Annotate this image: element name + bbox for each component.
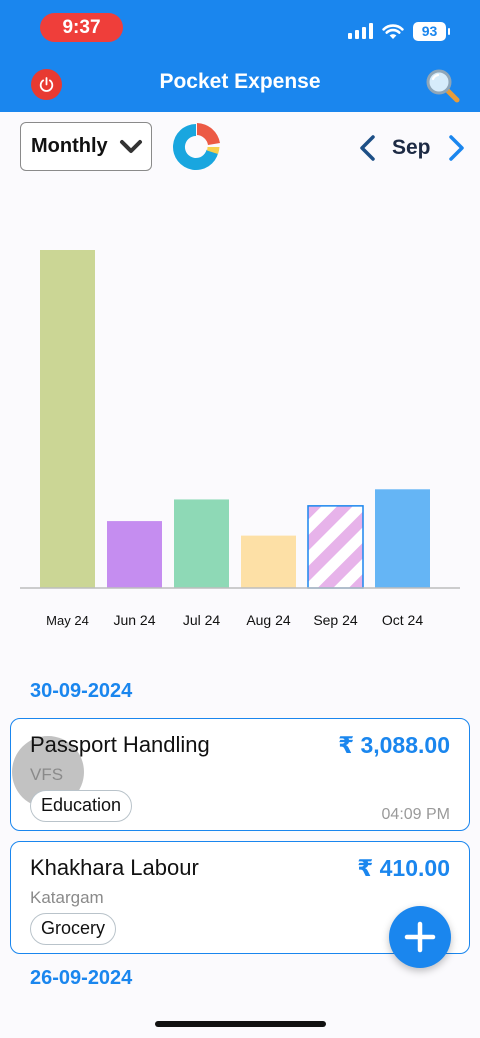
selected-month: Sep <box>392 136 431 159</box>
x-tick-label: Jun 24 <box>113 612 155 628</box>
x-tick-label: Aug 24 <box>246 612 291 628</box>
plus-icon <box>404 921 436 953</box>
expense-title: Khakhara Labour <box>30 855 199 880</box>
date-header: 30-09-2024 <box>30 680 133 702</box>
bar-may-24[interactable] <box>40 250 95 588</box>
chart-type-toggle[interactable] <box>170 121 222 173</box>
status-icons: 93 <box>348 21 450 41</box>
x-tick-label: Jul 24 <box>183 612 221 628</box>
bar-jul-24[interactable] <box>174 499 229 588</box>
next-month-button[interactable] <box>444 133 468 163</box>
expense-amount: ₹ 3,088.00 <box>338 732 450 758</box>
expense-amount: ₹ 410.00 <box>357 855 450 881</box>
status-time: 9:37 <box>40 13 123 42</box>
category-tag: Education <box>30 790 133 822</box>
expense-card[interactable]: Passport Handling ₹ 3,088.00 VFS Education 0… <box>10 718 470 831</box>
donut-chart-icon <box>172 123 220 170</box>
app-title: Pocket Expense <box>159 70 321 93</box>
search-icon <box>426 69 460 103</box>
home-indicator <box>155 1021 326 1027</box>
expense-place: VFS <box>30 765 64 784</box>
power-button[interactable] <box>31 69 62 100</box>
month-navigator: Sep <box>356 130 470 166</box>
bar-jun-24[interactable] <box>107 521 162 588</box>
expense-place: Katargam <box>30 888 104 907</box>
power-icon <box>39 77 54 92</box>
previous-month-button[interactable] <box>356 133 380 163</box>
expense-title: Passport Handling <box>30 732 210 757</box>
app-header: 9:37 93 Pocket Expense <box>0 0 480 112</box>
bar-sep-24[interactable] <box>307 505 364 589</box>
date-header: 26-09-2024 <box>30 967 133 989</box>
bar-aug-24[interactable] <box>241 535 296 588</box>
x-tick-label: May 24 <box>46 613 89 628</box>
period-label: Monthly <box>31 135 108 157</box>
cellular-signal-icon <box>348 23 373 39</box>
bar-oct-24[interactable] <box>375 489 430 588</box>
chevron-right-icon <box>449 135 464 161</box>
expense-time: 04:09 PM <box>381 806 450 823</box>
chevron-left-icon <box>360 135 375 161</box>
battery-icon: 93 <box>413 21 450 41</box>
x-tick-label: Sep 24 <box>313 612 358 628</box>
period-dropdown[interactable]: Monthly <box>20 122 152 171</box>
wifi-icon <box>382 23 404 39</box>
monthly-expense-bar-chart[interactable]: May 24 Jun 24 Jul 24 Aug 24 Sep 24 Oct 24 <box>0 190 480 640</box>
x-tick-label: Oct 24 <box>382 612 423 628</box>
add-expense-button[interactable] <box>389 906 451 968</box>
chevron-down-icon <box>120 140 142 153</box>
search-button[interactable] <box>424 67 462 105</box>
category-tag: Grocery <box>30 913 117 945</box>
